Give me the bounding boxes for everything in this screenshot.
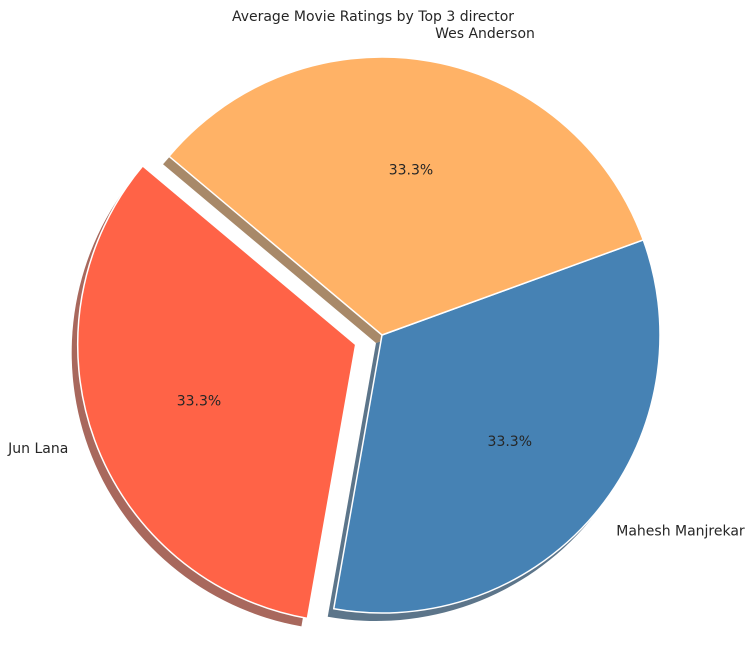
slice-pct-wes-anderson: 33.3% xyxy=(389,163,433,179)
slice-jun-lana xyxy=(76,165,357,620)
slice-pct-mahesh-manjrekar: 33.3% xyxy=(488,434,532,450)
slices xyxy=(76,56,661,620)
chart-title: Average Movie Ratings by Top 3 director xyxy=(232,9,514,25)
slice-label-wes-anderson: Wes Anderson xyxy=(435,26,535,42)
slice-wes-anderson xyxy=(168,56,644,336)
slice-label-jun-lana: Jun Lana xyxy=(7,441,68,457)
slice-labels: 33.3% Jun Lana 33.3% Mahesh Manjrekar 33.3% W… xyxy=(7,26,745,540)
slice-label-mahesh-manjrekar: Mahesh Manjrekar xyxy=(616,524,745,540)
slice-pct-jun-lana: 33.3% xyxy=(177,394,221,410)
slice-mahesh-manjrekar xyxy=(332,239,661,614)
